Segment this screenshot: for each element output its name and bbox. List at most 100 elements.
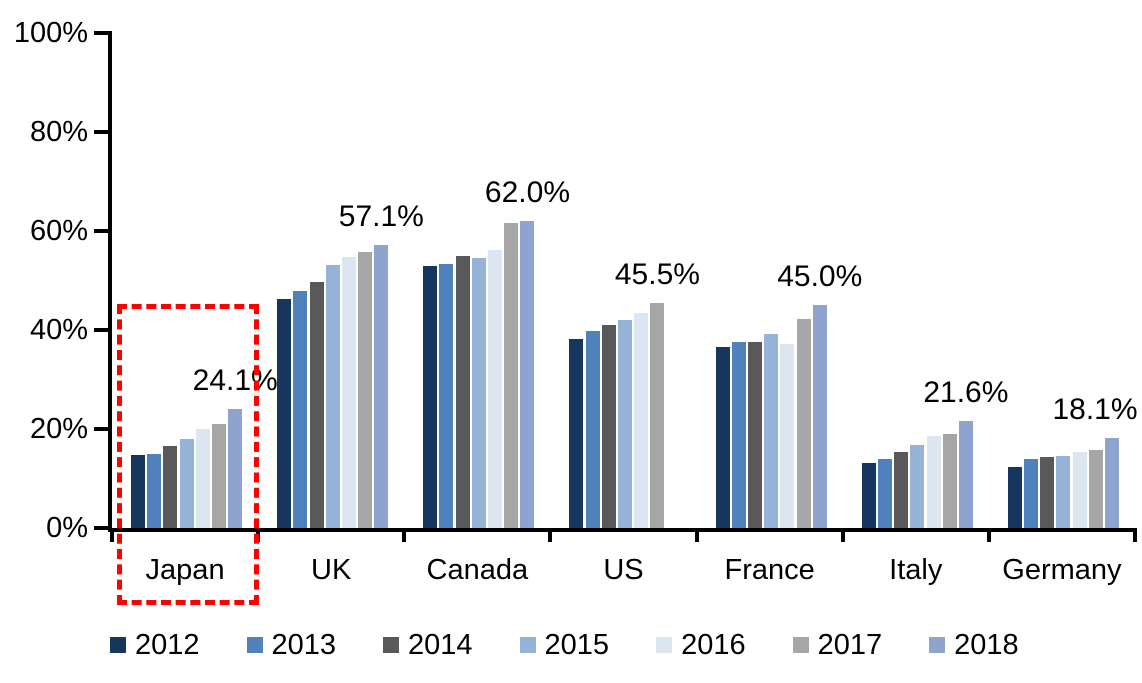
japan-highlight-box	[117, 304, 259, 605]
value-label-us: 45.5%	[614, 257, 700, 291]
category-label-france: France	[724, 554, 815, 586]
bar-germany-2013	[1024, 459, 1039, 528]
bar-canada-2014	[455, 255, 470, 528]
bar-italy-2018	[958, 421, 973, 528]
y-axis-label-20: 20%	[29, 413, 88, 445]
y-tick-20	[94, 427, 108, 431]
bar-italy-2017	[942, 434, 957, 528]
legend-swatch-2016	[656, 637, 673, 653]
bar-us-2012	[569, 338, 584, 528]
y-tick-100	[94, 31, 108, 35]
legend-swatch-2015	[519, 637, 536, 653]
bar-france-2018	[812, 305, 827, 528]
y-tick-80	[94, 130, 108, 134]
legend-swatch-2013	[246, 637, 263, 653]
value-label-uk: 57.1%	[338, 200, 424, 234]
bar-uk-2017	[358, 251, 373, 528]
bar-us-2017	[650, 302, 665, 528]
y-axis-label-0: 0%	[46, 512, 88, 544]
category-label-canada: Canada	[426, 554, 529, 586]
bar-uk-2012	[277, 298, 292, 528]
bar-uk-2018	[374, 245, 389, 528]
bar-canada-2013	[439, 263, 454, 528]
bar-canada-2018	[520, 221, 535, 528]
bar-germany-2018	[1105, 438, 1120, 528]
x-axis-tick-2	[402, 528, 407, 542]
x-axis-tick-3	[548, 528, 553, 542]
legend-label-2018: 2018	[954, 629, 1019, 661]
category-label-japan: Japan	[145, 554, 225, 586]
y-tick-40	[94, 328, 108, 332]
y-axis-label-80: 80%	[29, 116, 88, 148]
category-label-germany: Germany	[1002, 554, 1122, 586]
bar-germany-2015	[1056, 455, 1071, 528]
y-axis-label-60: 60%	[29, 215, 88, 247]
bar-japan-2018	[228, 408, 243, 528]
bar-italy-2013	[877, 458, 892, 528]
y-axis-label-100: 100%	[13, 17, 88, 49]
legend-label-2014: 2014	[408, 629, 473, 661]
value-label-germany: 18.1%	[1052, 393, 1138, 427]
bar-france-2016	[780, 343, 795, 528]
x-axis-tick-0	[110, 528, 114, 542]
legend-swatch-2012	[110, 637, 126, 653]
bar-canada-2015	[471, 257, 486, 528]
legend-item-2017: 2017	[792, 629, 883, 661]
bar-italy-2014	[894, 452, 909, 528]
legend-label-2015: 2015	[544, 629, 610, 661]
bar-germany-2016	[1072, 451, 1087, 528]
x-axis-tick-5	[840, 528, 845, 542]
x-axis-tick-6	[986, 528, 991, 542]
category-label-italy: Italy	[889, 554, 943, 586]
category-label-us: US	[603, 554, 644, 586]
bar-canada-2012	[423, 266, 438, 528]
legend-label-2012: 2012	[135, 629, 200, 661]
value-label-france: 45.0%	[777, 260, 863, 294]
legend-label-2013: 2013	[271, 629, 337, 661]
value-label-italy: 21.6%	[923, 376, 1009, 410]
bar-france-2014	[747, 342, 762, 528]
legend: 2012 2013 2014 2015 2016 2017 2018	[110, 629, 1019, 661]
value-label-canada: 62.0%	[484, 176, 571, 210]
legend-item-2013: 2013	[246, 629, 337, 661]
bar-france-2012	[715, 347, 730, 528]
y-tick-60	[94, 229, 108, 233]
bar-japan-2012	[131, 454, 145, 528]
bar-uk-2014	[309, 281, 324, 528]
bar-us-2016	[634, 313, 649, 528]
bar-uk-2016	[341, 256, 356, 528]
bar-canada-2016	[488, 250, 503, 528]
category-label-uk: UK	[311, 554, 352, 586]
legend-swatch-2018	[929, 637, 946, 653]
bar-italy-2012	[861, 462, 876, 528]
bar-japan-2017	[212, 423, 226, 528]
bar-us-2014	[601, 325, 616, 528]
bar-japan-2016	[195, 429, 210, 528]
legend-item-2014: 2014	[383, 629, 473, 661]
bar-japan-2014	[163, 446, 178, 528]
y-axis-label-40: 40%	[29, 314, 88, 346]
bar-japan-2013	[147, 453, 162, 528]
bar-italy-2016	[926, 435, 941, 528]
legend-label-2017: 2017	[817, 629, 883, 661]
x-axis-tick-7	[1133, 528, 1137, 542]
bar-germany-2017	[1088, 450, 1103, 528]
bar-france-2017	[796, 318, 811, 528]
x-axis-tick-4	[694, 528, 699, 542]
legend-swatch-2014	[383, 637, 400, 653]
bar-france-2015	[764, 333, 779, 528]
bar-japan-2015	[179, 438, 194, 528]
y-axis-line	[108, 31, 112, 532]
bar-uk-2013	[293, 291, 308, 528]
legend-label-2016: 2016	[681, 629, 746, 661]
x-axis-line	[108, 528, 1137, 532]
bar-france-2013	[731, 341, 746, 528]
bar-us-2013	[585, 330, 600, 528]
bar-us-2015	[618, 320, 633, 528]
legend-swatch-2017	[792, 637, 809, 653]
legend-item-2012: 2012	[110, 629, 200, 661]
bar-germany-2012	[1007, 466, 1022, 528]
y-tick-0	[94, 526, 108, 530]
legend-item-2015: 2015	[519, 629, 610, 661]
